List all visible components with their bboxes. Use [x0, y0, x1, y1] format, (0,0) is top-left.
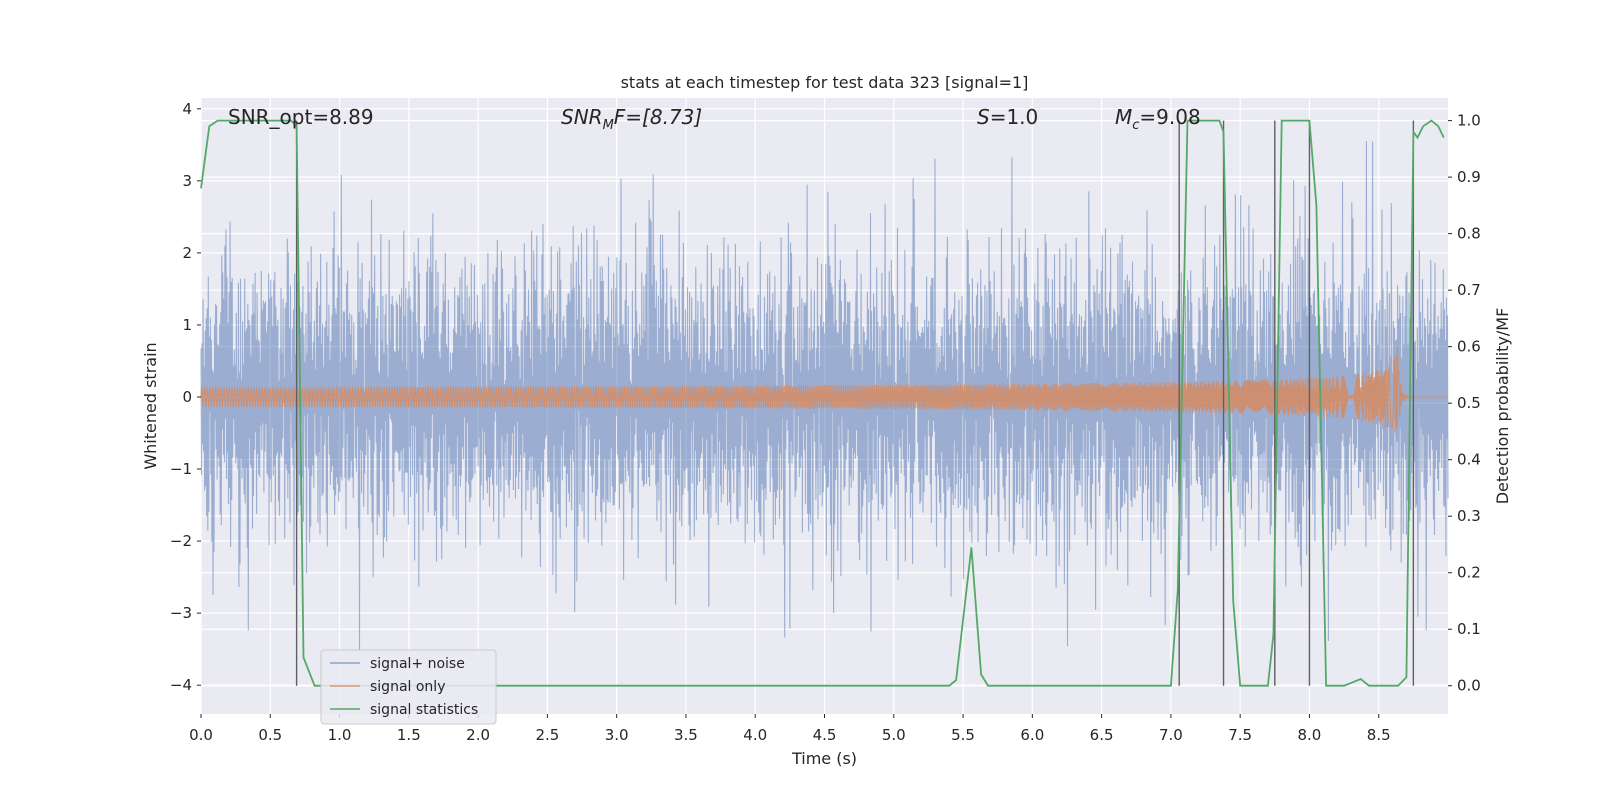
legend: signal+ noise signal only signal statist… [320, 649, 497, 725]
x-tick-label: 1.0 [328, 726, 352, 744]
annotation-snr-mf: SNRMF=[8.73] [561, 105, 702, 133]
x-tick-label: 3.5 [674, 726, 698, 744]
y-tick-label: 4 [182, 100, 192, 118]
annotation-s-label: S [977, 105, 990, 129]
y-right-tick-label: 0.5 [1457, 394, 1481, 412]
x-tick-label: 3.0 [605, 726, 629, 744]
legend-label-signal-only: signal only [370, 679, 445, 695]
chart-title: stats at each timestep for test data 323… [621, 73, 1029, 92]
signal-only-series [200, 346, 1448, 433]
x-tick-label: 4.0 [743, 726, 767, 744]
legend-box [320, 649, 497, 725]
y-tick-label: 2 [182, 244, 192, 262]
y-tick-label: −4 [170, 676, 192, 694]
x-tick-label: 7.0 [1159, 726, 1183, 744]
annotation-snr-mf-label: SNR [561, 105, 603, 129]
x-tick-label: 4.5 [813, 726, 837, 744]
y-right-tick-label: 0.6 [1457, 338, 1481, 356]
y-tick-label: −1 [170, 460, 192, 478]
legend-label-signal-statistics: signal statistics [370, 702, 478, 718]
legend-label-signal-noise: signal+ noise [370, 656, 465, 672]
x-tick-label: 0.5 [258, 726, 282, 744]
y-tick-label: −2 [170, 532, 192, 550]
annotation-mc-label: M [1115, 105, 1132, 129]
annotation-mc: Mc=9.08 [1115, 105, 1201, 133]
y-tick-label: −3 [170, 604, 192, 622]
y-tick-label: 3 [182, 172, 192, 190]
y-tick-label: 1 [182, 316, 192, 334]
y-tick-label: 0 [182, 388, 192, 406]
x-tick-label: 1.5 [397, 726, 421, 744]
annotation-snr-mf-value: F=[8.73] [614, 105, 702, 129]
x-axis-label: Time (s) [791, 749, 857, 768]
annotation-snr-opt: SNR_opt=8.89 [228, 105, 374, 129]
x-tick-label: 2.0 [466, 726, 490, 744]
tick-label-layer: 0.0 0.5 1.0 1.5 2.0 2.5 3.0 3.5 4.0 4.5 5.0 5.5 6.0 6… [170, 100, 1481, 744]
y-axis-label: Whitened strain [141, 342, 160, 469]
x-tick-label: 6.0 [1020, 726, 1044, 744]
y-right-tick-label: 0.3 [1457, 507, 1481, 525]
y-right-tick-label: 1.0 [1457, 112, 1481, 130]
x-tick-label: 8.0 [1298, 726, 1322, 744]
x-tick-label: 2.5 [535, 726, 559, 744]
x-tick-label: 5.5 [951, 726, 975, 744]
annotation-snr-mf-subscript: M [603, 118, 614, 133]
x-tick-label: 7.5 [1228, 726, 1252, 744]
y-right-tick-label: 0.2 [1457, 564, 1481, 582]
annotation-mc-value: =9.08 [1139, 105, 1200, 129]
y-axis-label-right: Detection probability/MF [1493, 308, 1512, 505]
signal-only-line [200, 346, 1448, 433]
y-right-tick-label: 0.4 [1457, 451, 1481, 469]
annotation-s-value: =1.0 [990, 105, 1039, 129]
y-right-tick-label: 0.7 [1457, 281, 1481, 299]
y-right-tick-label: 0.8 [1457, 225, 1481, 243]
x-tick-label: 0.0 [189, 726, 213, 744]
x-tick-label: 8.5 [1367, 726, 1391, 744]
annotation-s: S=1.0 [977, 105, 1038, 129]
x-tick-label: 5.0 [882, 726, 906, 744]
y-right-tick-label: 0.0 [1457, 677, 1481, 695]
y-right-tick-label: 0.1 [1457, 620, 1481, 638]
x-tick-label: 6.5 [1090, 726, 1114, 744]
y-right-tick-label: 0.9 [1457, 168, 1481, 186]
annotation-mc-subscript: c [1132, 118, 1139, 133]
